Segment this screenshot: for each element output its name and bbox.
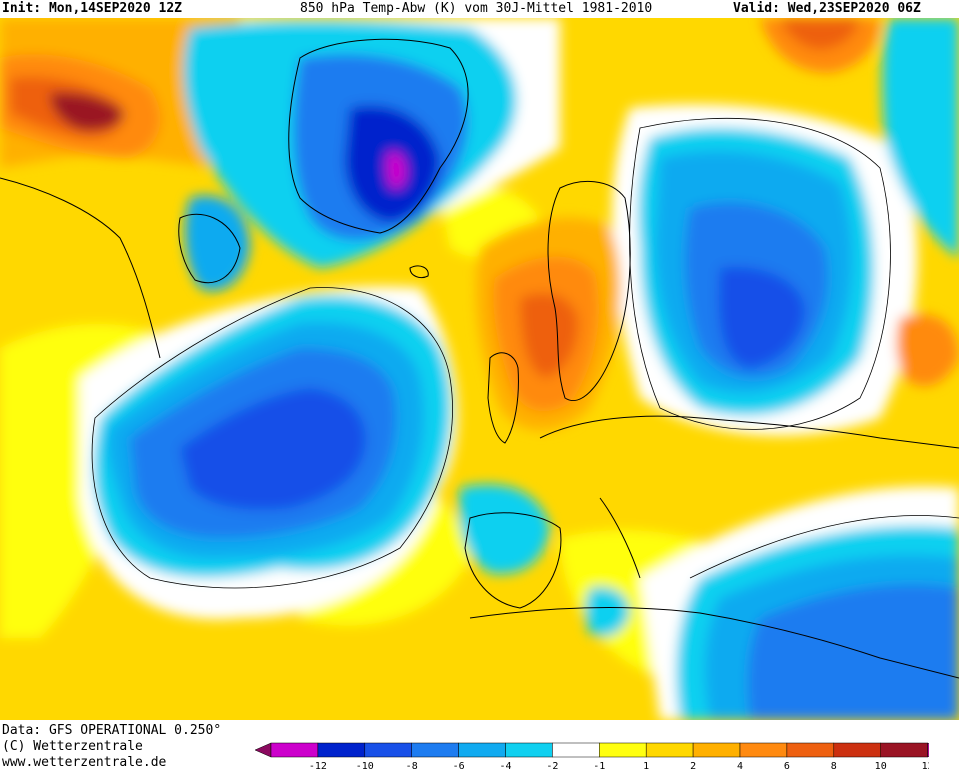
- anomaly-field-plus8: [520, 293, 579, 378]
- legend-tick-label: -10: [356, 761, 374, 772]
- website-url: www.wetterzentrale.de: [2, 755, 167, 770]
- legend-tick-label: 2: [690, 761, 696, 772]
- zero-contour-line: [629, 117, 891, 430]
- legend-color-swatch: [317, 742, 366, 758]
- anomaly-field-plus6: [896, 314, 959, 387]
- anomaly-field-minus1: [458, 484, 550, 574]
- data-source-label: Data: GFS OPERATIONAL 0.250°: [2, 723, 222, 738]
- legend-tick-label: -8: [406, 761, 418, 772]
- europe-coastline: [539, 415, 959, 449]
- greenland-coastline: [288, 38, 469, 234]
- legend-color-swatch: [880, 742, 928, 758]
- coastlines: [0, 38, 959, 679]
- canada-coastline: [0, 177, 161, 359]
- legend-arrow-high: [927, 742, 929, 758]
- zero-contour-line: [91, 287, 453, 589]
- legend-color-swatch: [692, 742, 741, 758]
- legend-color-swatch: [645, 742, 694, 758]
- legend-tick-label: -2: [546, 761, 558, 772]
- legend-color-swatch: [505, 742, 553, 758]
- legend-color-swatch: [458, 742, 506, 758]
- iberia-coastline: [464, 512, 562, 609]
- legend-color-swatch: [833, 742, 881, 758]
- chart-header: Init: Mon,14SEP2020 12Z 850 hPa Temp-Abw…: [0, 0, 959, 18]
- legend-color-swatch: [364, 742, 412, 758]
- legend-arrow-low: [255, 742, 272, 758]
- anomaly-field-minus4: [747, 584, 959, 720]
- copyright-label: (C) Wetterzentrale: [2, 739, 143, 754]
- legend-color-swatch: [739, 742, 788, 758]
- north-africa-coastline: [469, 607, 959, 679]
- anomaly-field-minus6: [180, 388, 366, 510]
- legend-tick-label: -12: [309, 761, 327, 772]
- anomaly-field-minus10: [386, 151, 407, 189]
- chart-title: 850 hPa Temp-Abw (K) vom 30J-Mittel 1981…: [300, 1, 653, 16]
- legend-tick-label: 10: [875, 761, 887, 772]
- legend-color-swatch: [599, 742, 647, 758]
- init-time-label: Init: Mon,14SEP2020 12Z: [2, 1, 183, 16]
- legend-tick-label: 8: [831, 761, 837, 772]
- color-scale-legend: -12-10-8-6-4-2-1124681012: [255, 742, 929, 772]
- legend-color-swatch: [411, 742, 459, 758]
- anomaly-field-minus1: [882, 18, 959, 258]
- anomaly-field-minus1: [584, 586, 630, 637]
- legend-tick-label: 1: [643, 761, 649, 772]
- scandinavia-coastline: [547, 180, 631, 401]
- zero-contours: [91, 117, 959, 589]
- legend-color-swatch: [552, 742, 600, 758]
- legend-tick-label: -6: [453, 761, 465, 772]
- valid-time-label: Valid: Wed,23SEP2020 06Z: [733, 1, 921, 16]
- anomaly-field-plus10: [50, 92, 125, 131]
- anomaly-field-plus8: [780, 18, 860, 50]
- legend-color-swatch: [786, 742, 835, 758]
- legend-tick-label: 6: [784, 761, 790, 772]
- iceland-coastline: [409, 265, 429, 279]
- legend-tick-label: -4: [499, 761, 511, 772]
- legend-tick-label: 12: [922, 761, 929, 772]
- anomaly-map: [0, 18, 959, 720]
- legend-tick-label: 4: [737, 761, 743, 772]
- legend-tick-label: -1: [593, 761, 605, 772]
- baffin-coastline: [178, 213, 241, 284]
- britain-coastline: [487, 352, 519, 444]
- zero-contour-line: [689, 515, 959, 579]
- italy-coastline: [599, 497, 641, 579]
- anomaly-map-graphic: [0, 18, 959, 720]
- anomaly-field-minus6: [718, 267, 805, 368]
- legend-color-swatch: [270, 742, 319, 758]
